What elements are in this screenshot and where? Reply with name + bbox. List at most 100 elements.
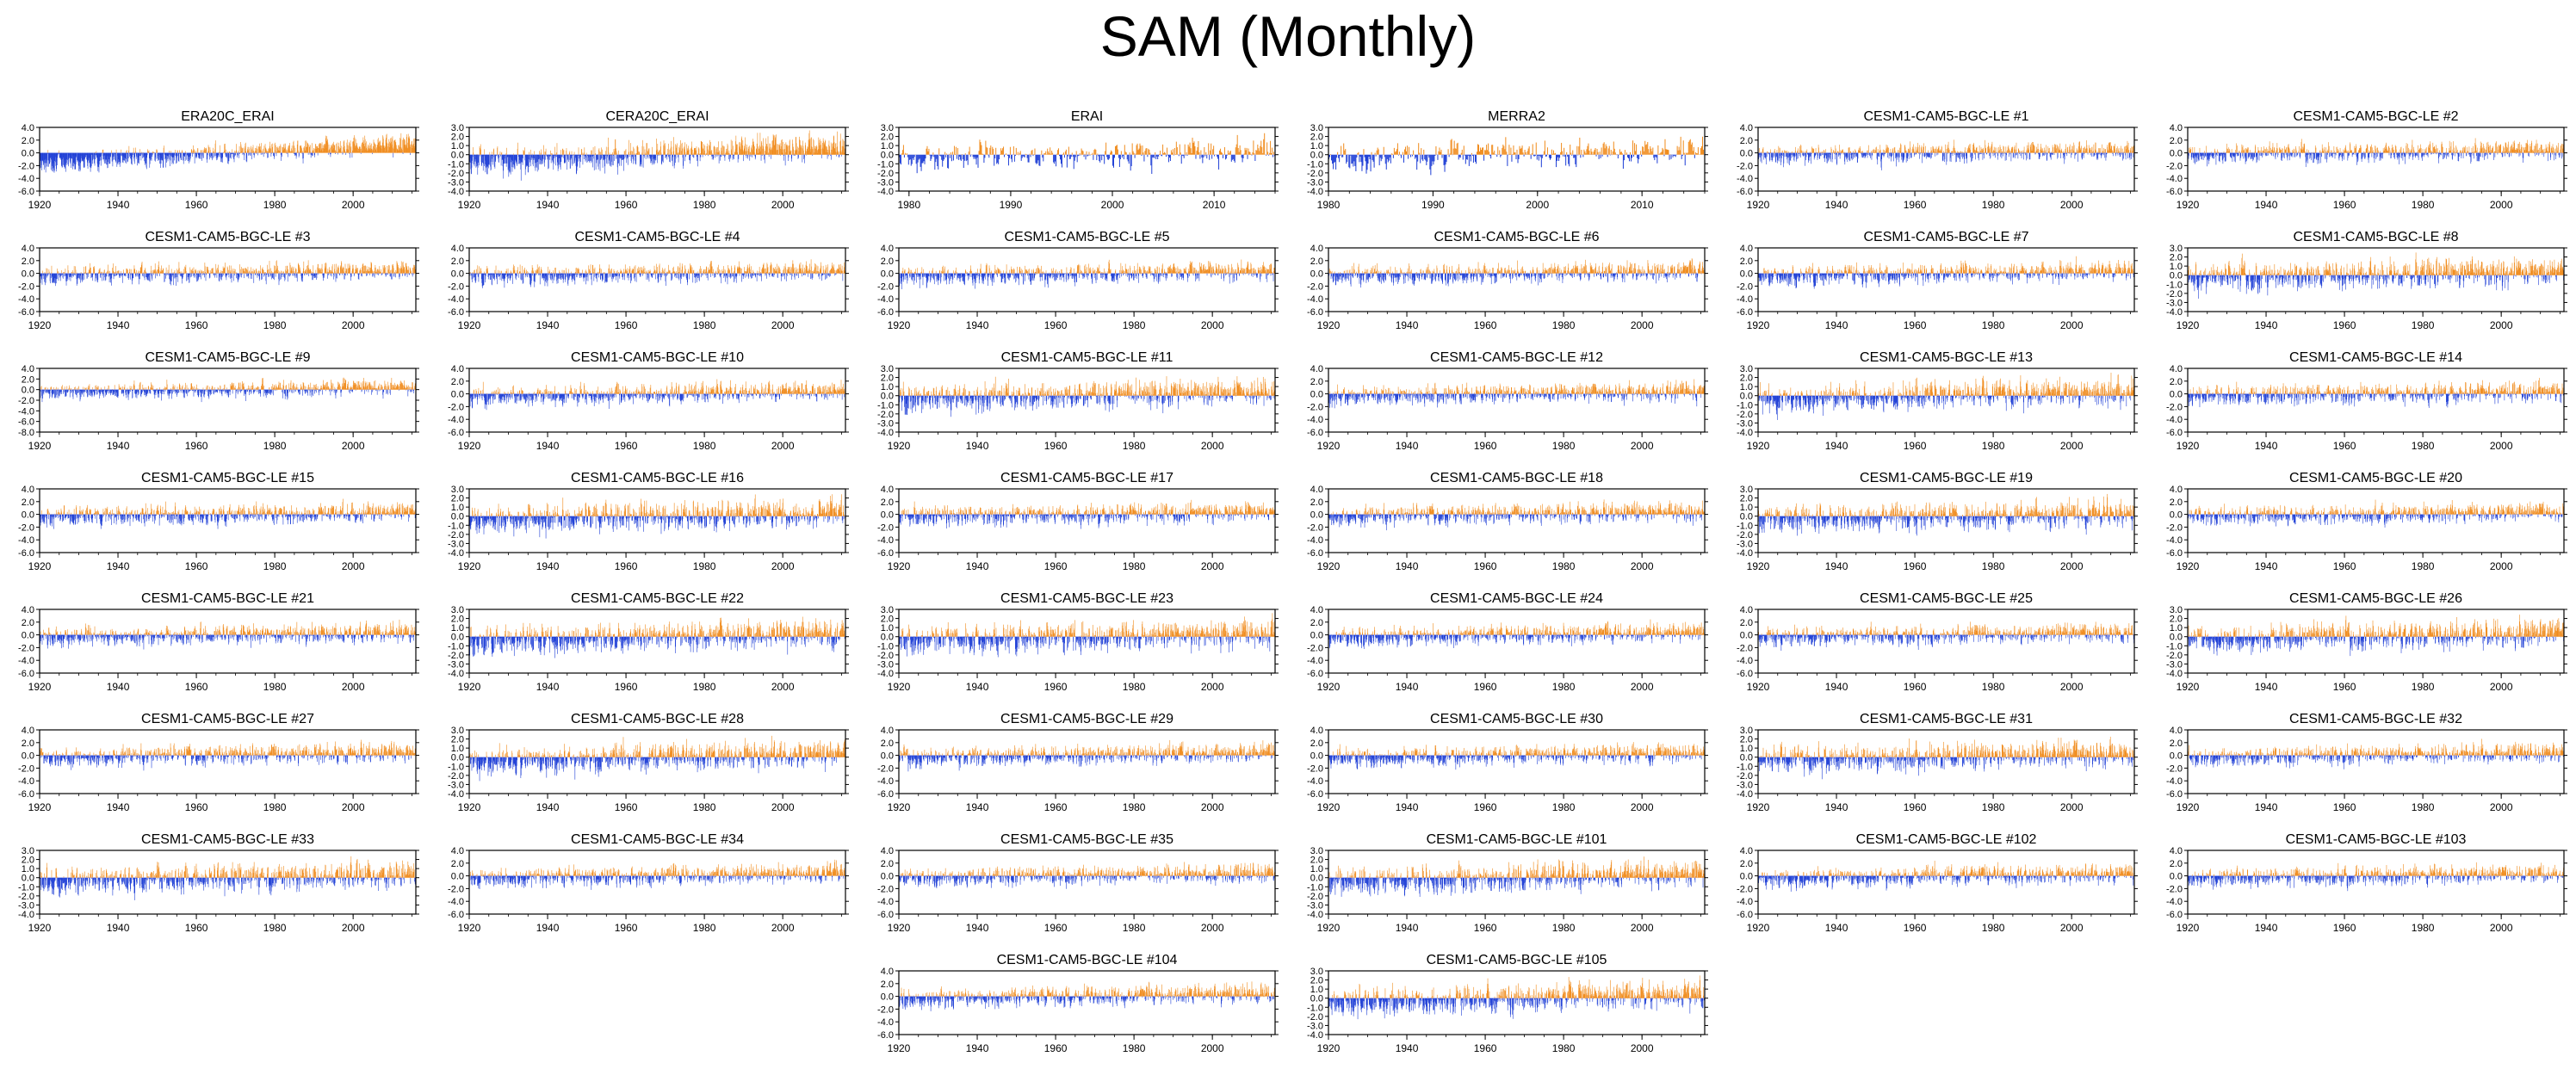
bar-positive — [819, 142, 820, 155]
bar-negative — [576, 154, 577, 175]
bar-positive — [1481, 150, 1483, 155]
bar-negative — [546, 154, 548, 157]
bar-negative — [1517, 154, 1519, 164]
bar-negative — [311, 152, 312, 155]
bar-negative — [2196, 152, 2198, 158]
bar-negative — [947, 154, 949, 169]
bar-negative — [1811, 152, 1812, 154]
bar-negative — [69, 152, 71, 158]
bar-positive — [820, 145, 821, 155]
bar-positive — [2093, 151, 2094, 153]
bar-negative — [515, 154, 517, 161]
bar-negative — [1429, 154, 1431, 170]
bar-negative — [216, 152, 218, 156]
bar-negative — [496, 154, 498, 157]
bar-negative — [1827, 152, 1828, 164]
bar-negative — [1533, 154, 1534, 157]
bar-positive — [377, 145, 378, 153]
bar-negative — [55, 152, 57, 166]
bar-negative — [996, 154, 998, 164]
bar-negative — [114, 152, 115, 156]
y-tick-label: 2.0 — [451, 133, 464, 143]
bar-positive — [2087, 148, 2088, 153]
bar-negative — [1962, 152, 1963, 159]
bar-negative — [598, 154, 599, 170]
bar-negative — [1598, 154, 1600, 159]
bar-positive — [1700, 145, 1702, 155]
bar-positive — [2294, 151, 2296, 153]
bar-positive — [148, 150, 150, 153]
bar-positive — [2089, 151, 2090, 153]
bar-negative — [281, 152, 282, 161]
bar-positive — [395, 147, 397, 153]
bar-positive — [324, 144, 325, 153]
bar-positive — [2243, 150, 2244, 153]
bar-positive — [1932, 148, 1934, 153]
bar-negative — [592, 154, 593, 168]
bar-positive — [1413, 150, 1415, 155]
bar-positive — [1695, 152, 1697, 155]
bar-negative — [1931, 152, 1933, 155]
bar-positive — [382, 136, 384, 153]
bar-positive — [331, 146, 332, 153]
bar-negative — [1387, 154, 1389, 163]
bar-negative — [553, 154, 554, 170]
bar-positive — [1939, 150, 1940, 153]
bar-positive — [2008, 151, 2009, 153]
bar-positive — [645, 153, 647, 155]
bar-positive — [617, 150, 619, 155]
bar-positive — [1003, 146, 1005, 155]
bar-negative — [1251, 154, 1253, 156]
bar-negative — [1609, 154, 1611, 156]
bar-positive — [778, 145, 780, 155]
bar-positive — [1116, 145, 1118, 155]
bar-negative — [2291, 152, 2293, 156]
bar-positive — [334, 145, 336, 153]
bar-negative — [2220, 152, 2221, 155]
bar-negative — [2270, 152, 2272, 155]
bar-negative — [372, 152, 373, 155]
bar-negative — [513, 154, 515, 166]
bar-negative — [329, 152, 331, 155]
bar-positive — [734, 151, 735, 155]
x-tick-label: 1980 — [897, 199, 920, 211]
bar-negative — [1151, 154, 1153, 175]
bar-negative — [487, 154, 488, 167]
bar-negative — [96, 152, 98, 164]
bar-positive — [1258, 148, 1260, 155]
bar-positive — [2069, 146, 2070, 153]
bar-positive — [208, 146, 210, 153]
bar-negative — [958, 154, 960, 158]
bar-negative — [230, 152, 232, 159]
bar-negative — [1865, 152, 1866, 158]
bar-negative — [596, 154, 598, 160]
bar-positive — [810, 137, 812, 155]
bar-positive — [680, 139, 681, 155]
bar-negative — [246, 152, 247, 159]
bar-negative — [536, 154, 538, 163]
bar-negative — [2230, 152, 2232, 156]
bar-positive — [660, 146, 661, 155]
bar-positive — [366, 141, 367, 153]
bar-negative — [2063, 152, 2064, 155]
bar-positive — [269, 141, 270, 153]
bar-positive — [1987, 151, 1989, 153]
bar-negative — [59, 152, 61, 159]
bar-negative — [220, 152, 222, 159]
bar-negative — [1656, 154, 1658, 164]
bar-positive — [1115, 145, 1117, 155]
bar-positive — [2115, 149, 2117, 153]
bar-positive — [2059, 150, 2060, 153]
bar-negative — [1995, 152, 1996, 158]
bar-positive — [1081, 148, 1082, 155]
bar-positive — [1960, 151, 1962, 153]
bar-negative — [2098, 152, 2100, 155]
bar-negative — [1232, 154, 1234, 159]
bar-positive — [759, 151, 761, 155]
bar-negative — [2277, 152, 2278, 158]
bar-negative — [1862, 152, 1864, 158]
bar-positive — [333, 145, 335, 153]
bar-negative — [1855, 152, 1857, 157]
bar-positive — [1909, 151, 1910, 153]
bar-positive — [2302, 149, 2304, 153]
